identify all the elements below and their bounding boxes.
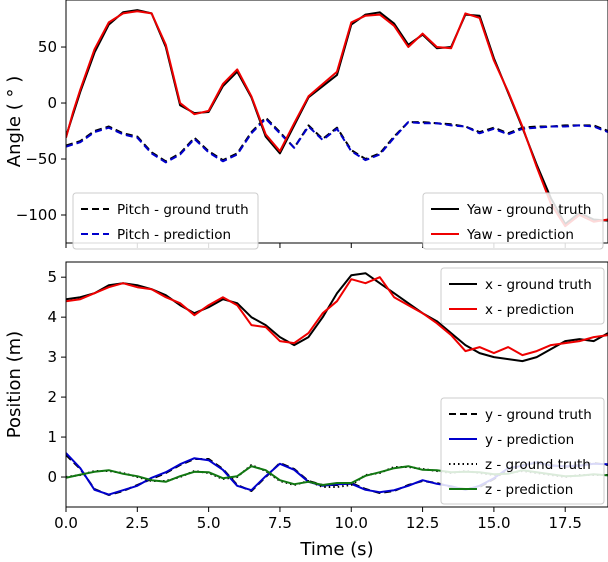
series-line-pitch-prediction: [66, 117, 608, 164]
legend-lower-right: y - ground truth y - prediction z - ground…: [440, 397, 605, 505]
legend-lower-left: Pitch - ground truth Pitch - prediction: [72, 192, 259, 250]
axes-frame: [65, 0, 608, 244]
legend-label: z - prediction: [485, 482, 573, 498]
x-tick-label: 7.5: [268, 514, 292, 532]
x-tick-label: 10.0: [335, 514, 368, 532]
y-tick-label: 4: [47, 308, 57, 326]
legend-box: [422, 192, 604, 250]
legend-box: [440, 267, 605, 325]
y-tick-label: −50: [25, 150, 57, 168]
angle-panel: 50 0 −50 −100 Angle ( ° ) Pitch - ground trut…: [4, 0, 608, 250]
legend-label: y - prediction: [485, 432, 574, 448]
legend-lower-right: Yaw - ground truth Yaw - prediction: [422, 192, 604, 250]
legend-label: Pitch - ground truth: [117, 202, 249, 218]
legend-label: Pitch - prediction: [117, 227, 231, 243]
legend-box: [72, 192, 259, 250]
legend-box: [440, 397, 605, 505]
legend-top-right: x - ground truth x - prediction: [440, 267, 605, 325]
y-tick-label: 0: [47, 468, 57, 486]
y-tick-label: 50: [38, 38, 57, 56]
y-tick-label: 5: [47, 268, 57, 286]
legend-label: z - ground truth: [485, 457, 591, 473]
series-line-x-prediction: [66, 276, 608, 357]
legend-label: y - ground truth: [485, 407, 592, 423]
series-line-yaw-prediction: [66, 10, 608, 228]
legend-label: Yaw - prediction: [466, 227, 574, 243]
x-tick-label: 12.5: [406, 514, 439, 532]
x-tick-label: 5.0: [197, 514, 221, 532]
y-tick-label: 3: [47, 348, 57, 366]
x-tick-label: 0.0: [54, 514, 78, 532]
y-tick-label: 2: [47, 388, 57, 406]
legend-label: Yaw - ground truth: [466, 202, 591, 218]
x-tick-label: 17.5: [549, 514, 582, 532]
legend-label: x - ground truth: [485, 277, 592, 293]
x-tick-label: 15.0: [477, 514, 510, 532]
x-axis-label: Time (s): [299, 539, 373, 560]
y-tick-label: −100: [16, 206, 57, 224]
axes-frame: [65, 261, 608, 508]
y-tick-label: 0: [47, 94, 57, 112]
series-group: [66, 9, 608, 228]
y-tick-label: 1: [47, 428, 57, 446]
series-line-yaw-ground-truth: [66, 9, 608, 225]
legend-label: x - prediction: [485, 302, 574, 318]
y-axis-label: Position (m): [4, 331, 25, 438]
y-axis-label: Angle ( ° ): [4, 76, 25, 167]
position-panel: 0.0 2.5 5.0 7.5 10.0 12.5 15.0 17.5 0 1 2 3 4 5 Positi…: [4, 261, 608, 560]
x-tick-label: 2.5: [125, 514, 149, 532]
